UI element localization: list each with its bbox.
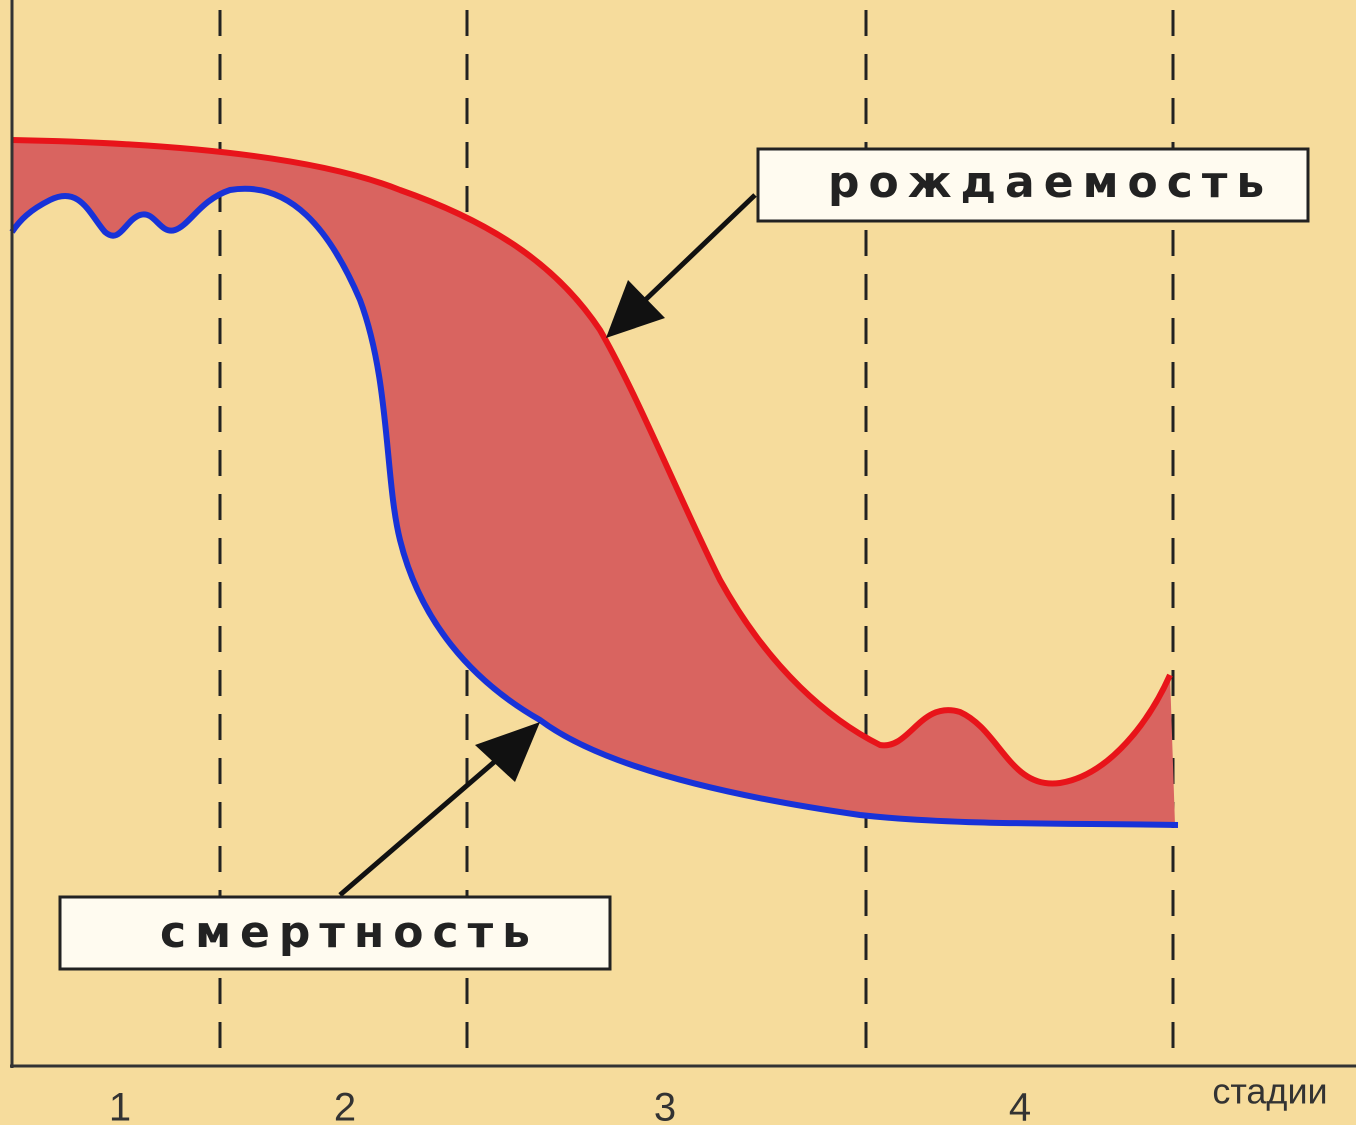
label-box [756,147,1310,223]
stage-label: 1 [109,1086,131,1125]
axis-label: стадии [1212,1071,1327,1112]
death-label: смертность [160,907,539,958]
stage-label: 2 [334,1086,356,1125]
arrowhead [475,722,540,782]
death-rate-curve [9,185,1179,828]
natural-growth-area [12,140,1175,825]
birth-label: рождаемость [828,157,1273,208]
arrow-line [338,755,502,897]
arrow-line [638,193,757,307]
arrowhead [606,280,665,338]
stage-label: 3 [654,1086,676,1125]
label-box [58,895,612,971]
stage-label: 4 [1009,1086,1031,1125]
birth-rate-curve [11,137,1173,787]
